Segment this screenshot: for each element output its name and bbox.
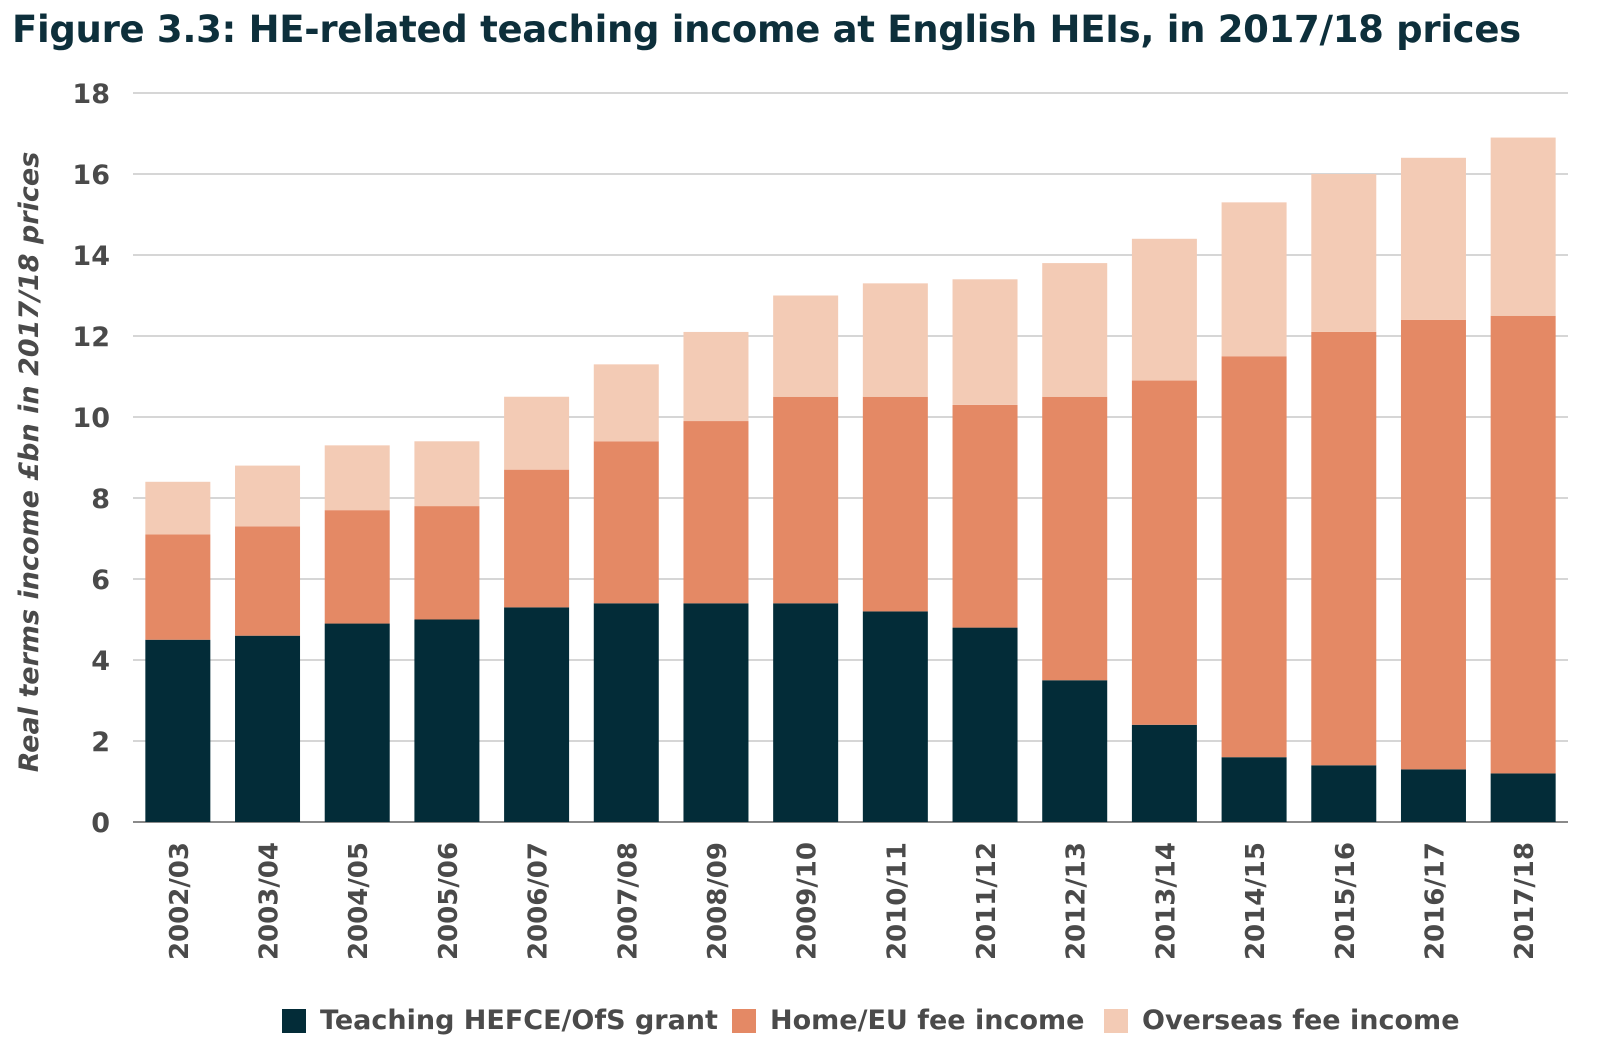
bar-segment-overseas: [324, 445, 390, 511]
legend-label-overseas: Overseas fee income: [1142, 1005, 1460, 1036]
bar-segment-overseas: [773, 295, 839, 397]
bar-segment-home-eu: [235, 526, 301, 636]
x-tick-label: 2016/17: [1420, 842, 1450, 960]
bar-segment-home-eu: [683, 421, 749, 604]
x-tick-labels: 2002/03 2003/04 2004/05 2005/06 2006/07 2007/…: [165, 842, 1540, 960]
bar-segment-overseas: [414, 441, 480, 507]
bar-segment-grant: [683, 603, 749, 822]
bar-segment-overseas: [235, 465, 301, 527]
x-tick-label: 2010/11: [882, 842, 912, 960]
y-tick-label: 2: [91, 727, 110, 758]
chart-title: Figure 3.3: HE-related teaching income a…: [12, 8, 1521, 51]
bar-segment-grant: [324, 623, 390, 822]
bar-segment-home-eu: [952, 404, 1018, 628]
legend-swatch-home-eu: [732, 1008, 756, 1033]
bar-segment-grant: [773, 603, 839, 822]
x-tick-label: 2011/12: [972, 842, 1002, 960]
legend-swatch-grant: [282, 1008, 306, 1033]
x-tick-label: 2014/15: [1241, 842, 1271, 960]
bar-segment-grant: [235, 635, 301, 822]
x-tick-label: 2013/14: [1151, 842, 1181, 960]
y-tick-label: 0: [91, 808, 110, 839]
y-tick-label: 12: [72, 322, 110, 353]
bar-segment-home-eu: [1221, 356, 1287, 758]
y-tick-label: 16: [72, 160, 110, 191]
bar-segment-home-eu: [1400, 319, 1466, 770]
bar-segment-home-eu: [1131, 380, 1197, 725]
y-axis-label: Real terms income £bn in 2017/18 prices: [14, 152, 45, 773]
legend-item-grant: Teaching HEFCE/OfS grant: [282, 1005, 718, 1036]
bar-segment-grant: [1131, 724, 1197, 822]
bar-segment-home-eu: [414, 506, 480, 620]
legend-item-home-eu: Home/EU fee income: [732, 1005, 1084, 1036]
y-tick-label: 14: [72, 241, 110, 272]
y-tick-label: 10: [72, 403, 110, 434]
bar-segment-overseas: [1400, 157, 1466, 320]
bar-segment-grant: [862, 611, 928, 822]
bar-segment-home-eu: [773, 396, 839, 604]
bar-segment-overseas: [145, 481, 211, 535]
bar-segment-overseas: [593, 364, 659, 442]
x-tick-label: 2012/13: [1062, 842, 1092, 960]
legend-label-grant: Teaching HEFCE/OfS grant: [320, 1005, 718, 1036]
bar-segment-home-eu: [593, 441, 659, 604]
x-tick-label: 2003/04: [255, 842, 285, 960]
bar-segment-overseas: [952, 279, 1018, 405]
bar-segment-overseas: [1221, 202, 1287, 357]
y-tick-label: 8: [91, 484, 110, 515]
bar-segment-overseas: [504, 396, 570, 470]
x-tick-label: 2007/08: [613, 842, 643, 960]
bar-segment-overseas: [862, 283, 928, 397]
bar-segment-overseas: [683, 331, 749, 422]
x-tick-label: 2004/05: [344, 842, 374, 960]
x-tick-label: 2009/10: [793, 842, 823, 960]
y-tick-label: 18: [72, 79, 110, 110]
bar-segment-home-eu: [1490, 315, 1556, 774]
bar-segment-grant: [593, 603, 659, 822]
bar-segment-grant: [145, 639, 211, 822]
bar-segment-home-eu: [504, 469, 570, 608]
bar-segment-home-eu: [1311, 331, 1377, 766]
bar-segment-home-eu: [862, 396, 928, 612]
bar-segment-overseas: [1131, 238, 1197, 381]
bar-segment-grant: [1042, 680, 1108, 822]
bar-segment-grant: [952, 627, 1018, 822]
bar-segment-overseas: [1042, 263, 1108, 397]
bar-segment-grant: [1490, 773, 1556, 822]
bar-segment-home-eu: [145, 534, 211, 640]
bar-segment-grant: [504, 607, 570, 822]
x-tick-label: 2017/18: [1510, 842, 1540, 960]
legend-item-overseas: Overseas fee income: [1104, 1005, 1460, 1036]
bar-segment-grant: [1311, 765, 1377, 822]
bar-segment-grant: [1221, 757, 1287, 822]
y-tick-label: 6: [91, 565, 110, 596]
x-tick-label: 2006/07: [524, 842, 554, 960]
bar-segment-home-eu: [324, 510, 390, 624]
y-tick-label: 4: [91, 646, 110, 677]
bars: [145, 137, 1556, 822]
x-tick-label: 2008/09: [703, 842, 733, 960]
y-tick-labels: 0 2 4 6 8 10 12 14 16 18: [72, 79, 110, 839]
legend: Teaching HEFCE/OfS grant Home/EU fee inc…: [0, 1005, 1612, 1055]
x-tick-label: 2015/16: [1331, 842, 1361, 960]
bar-segment-grant: [1400, 769, 1466, 822]
legend-label-home-eu: Home/EU fee income: [770, 1005, 1085, 1036]
bar-segment-grant: [414, 619, 480, 822]
bar-segment-overseas: [1490, 137, 1556, 316]
bar-segment-overseas: [1311, 174, 1377, 332]
x-tick-label: 2002/03: [165, 842, 195, 960]
bar-segment-home-eu: [1042, 396, 1108, 681]
x-tick-label: 2005/06: [434, 842, 464, 960]
legend-swatch-overseas: [1104, 1008, 1128, 1033]
